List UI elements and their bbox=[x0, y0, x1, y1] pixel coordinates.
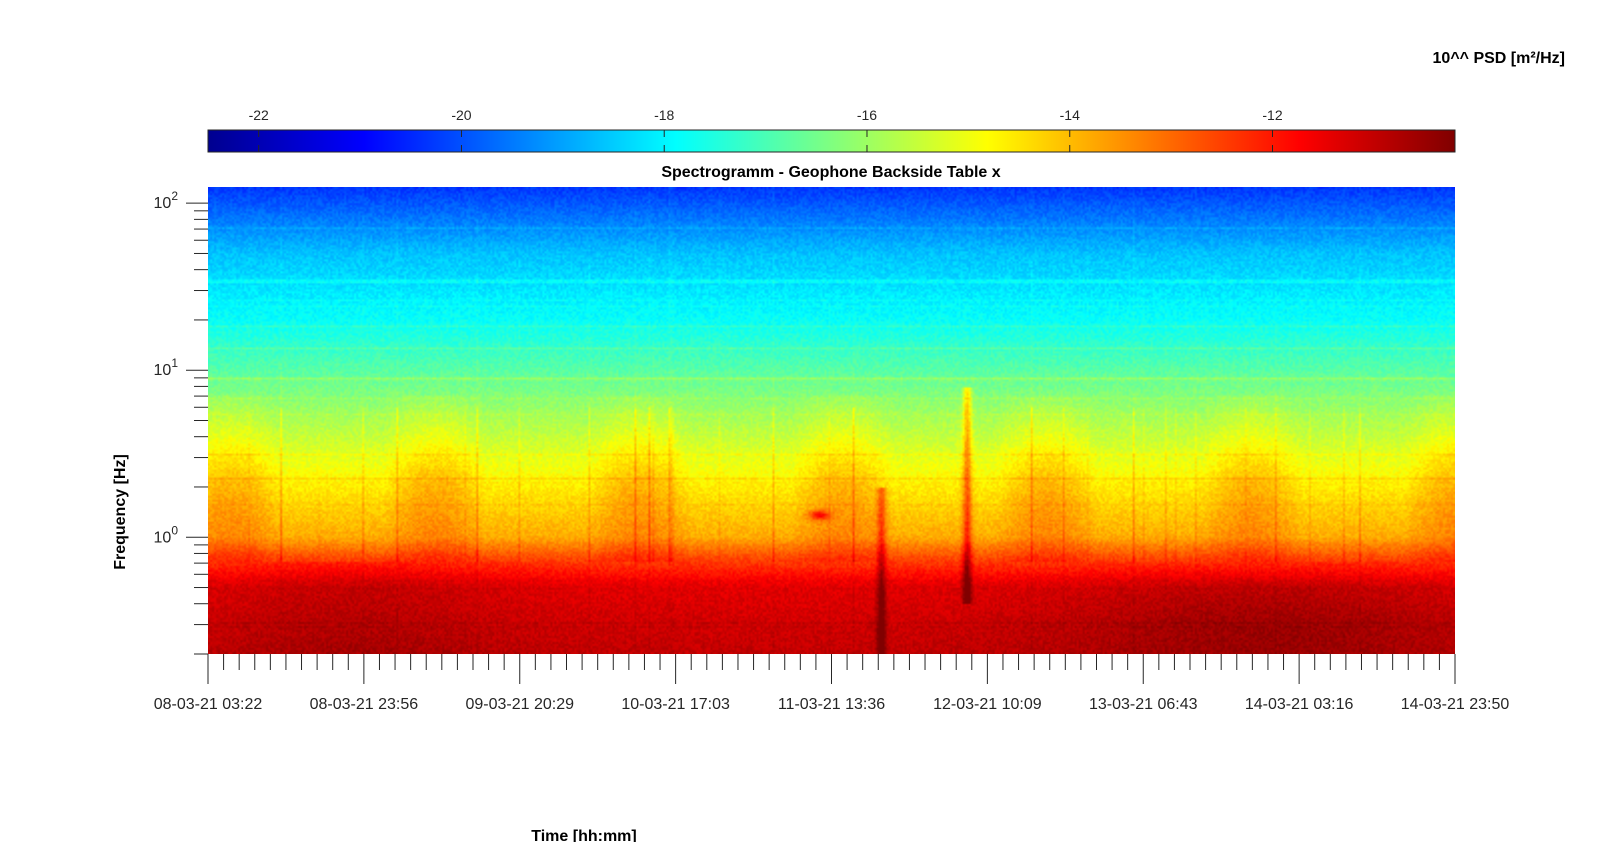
x-tick-label: 14-03-21 23:50 bbox=[1401, 696, 1510, 713]
y-axis-label: Frequency [Hz] bbox=[112, 454, 129, 570]
x-tick-label: 10-03-21 17:03 bbox=[621, 696, 730, 713]
colorbar-tick-label: -18 bbox=[654, 107, 674, 123]
x-tick-label: 11-03-21 13:36 bbox=[778, 696, 885, 713]
x-tick-label: 08-03-21 23:56 bbox=[310, 696, 419, 713]
y-tick-label: 100 bbox=[154, 523, 179, 546]
y-tick-label: 102 bbox=[154, 189, 179, 212]
x-tick-label: 13-03-21 06:43 bbox=[1089, 696, 1198, 713]
x-axis-label: Time [hh:mm] bbox=[531, 828, 636, 842]
colorbar-tick-label: -14 bbox=[1060, 107, 1080, 123]
colorbar-tick-label: -22 bbox=[249, 107, 269, 123]
x-tick-label: 12-03-21 10:09 bbox=[933, 696, 1042, 713]
x-tick-label: 09-03-21 20:29 bbox=[465, 696, 574, 713]
colorbar-gradient bbox=[207, 129, 1456, 153]
colorbar-tick-label: -12 bbox=[1262, 107, 1282, 123]
x-tick-label: 08-03-21 03:22 bbox=[154, 696, 263, 713]
y-tick-label: 101 bbox=[154, 356, 179, 379]
spectrogram-plot: 100 101 102 08-03-21 03:22 08-03-21 23:56 09… bbox=[154, 187, 1510, 713]
spectrogram-image bbox=[208, 187, 1455, 654]
colorbar-tick-label: -20 bbox=[451, 107, 471, 123]
x-tick-label: 14-03-21 03:16 bbox=[1245, 696, 1354, 713]
colorbar: -22 -20 -18 -16 -14 -12 bbox=[207, 107, 1456, 153]
chart-title: Spectrogramm - Geophone Backside Table x bbox=[661, 164, 1000, 181]
colorbar-tick-label: -16 bbox=[857, 107, 877, 123]
colorbar-label: 10^^ PSD [m²/Hz] bbox=[1433, 50, 1565, 67]
